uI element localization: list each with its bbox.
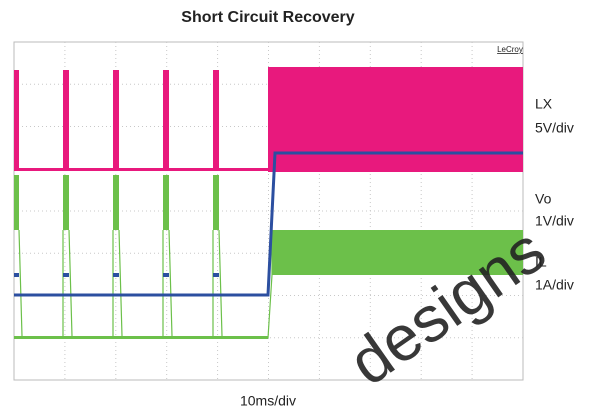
vo-trace	[14, 151, 523, 297]
trace-scale: 1V/div	[535, 213, 574, 229]
trace-name: LX	[535, 96, 553, 112]
il-trace	[14, 175, 523, 339]
trace-scale: 5V/div	[535, 120, 574, 136]
x-scale: 10ms/div	[240, 393, 296, 409]
trace-name: Vo	[535, 191, 552, 207]
trace-scale: 1A/div	[535, 277, 574, 293]
brand: LeCroy	[497, 45, 523, 54]
trace-labels: LX 5V/div Vo 1V/div IL 1A/div	[535, 96, 574, 293]
scope-screen: LeCroy	[13, 41, 524, 381]
title: Short Circuit Recovery	[181, 9, 354, 26]
trace-name: IL	[535, 254, 547, 270]
